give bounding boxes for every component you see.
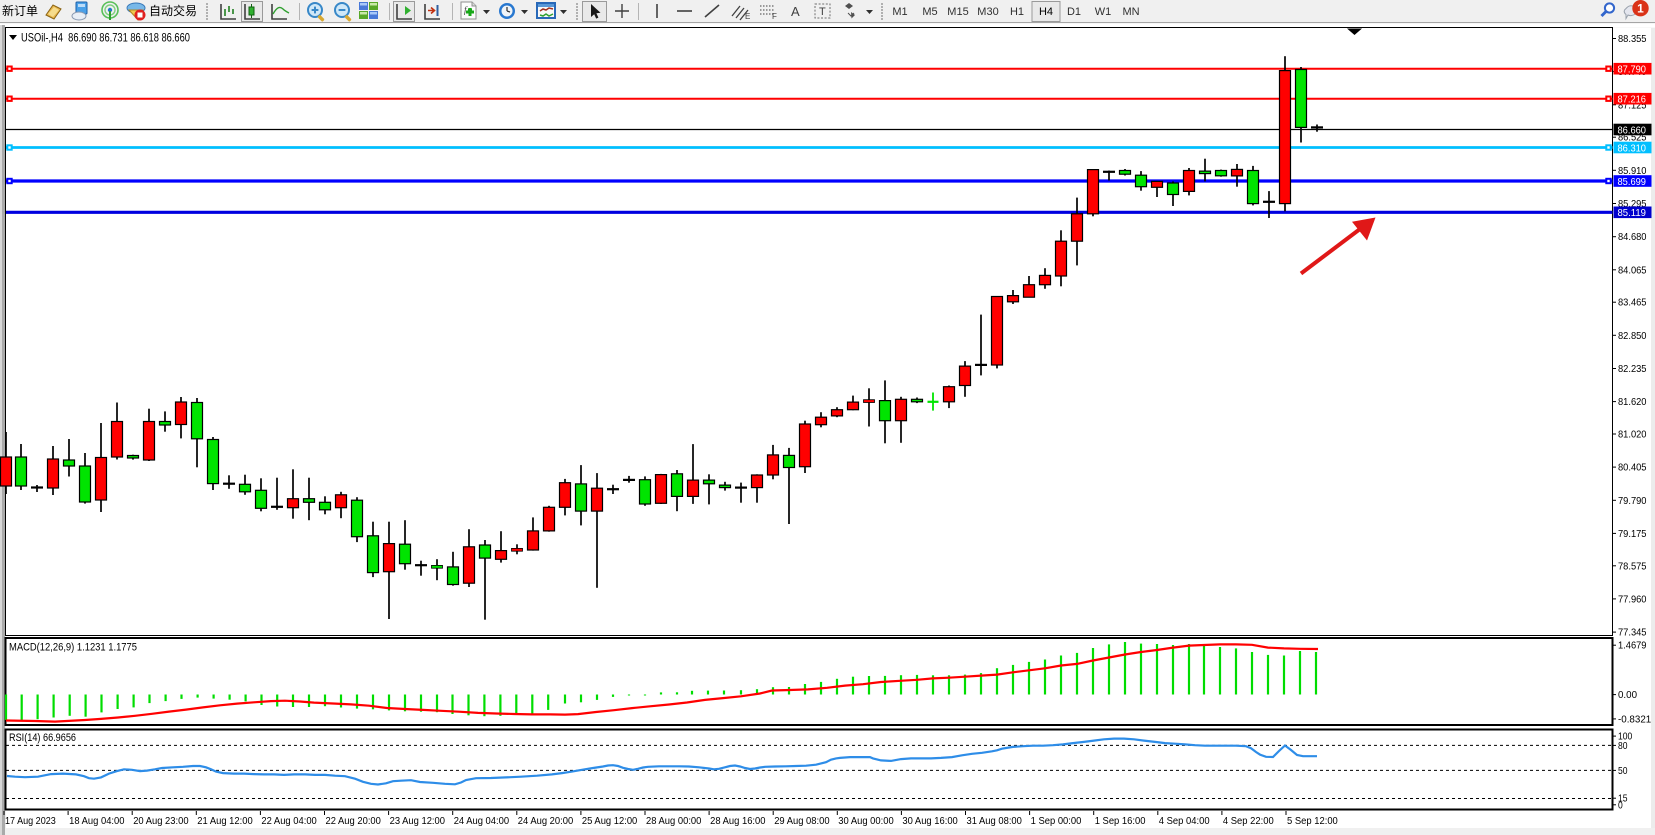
svg-text:M5: M5 xyxy=(922,6,937,18)
svg-text:31 Aug 08:00: 31 Aug 08:00 xyxy=(967,815,1023,827)
svg-text:28 Aug 16:00: 28 Aug 16:00 xyxy=(710,815,766,827)
svg-text:30 Aug 16:00: 30 Aug 16:00 xyxy=(902,815,958,827)
svg-text:USOil-,H4 86.690 86.731 86.61: USOil-,H4 86.690 86.731 86.618 86.660 xyxy=(21,31,190,45)
svg-text:1 Sep 16:00: 1 Sep 16:00 xyxy=(1095,815,1146,827)
svg-text:79.790: 79.790 xyxy=(1618,495,1647,507)
svg-text:W1: W1 xyxy=(1095,6,1112,18)
svg-text:24 Aug 20:00: 24 Aug 20:00 xyxy=(518,815,574,827)
svg-text:22 Aug 04:00: 22 Aug 04:00 xyxy=(261,815,317,827)
svg-text:M1: M1 xyxy=(892,6,907,18)
svg-text:78.575: 78.575 xyxy=(1618,560,1647,572)
svg-text:4 Sep 22:00: 4 Sep 22:00 xyxy=(1223,815,1274,827)
svg-text:79.175: 79.175 xyxy=(1618,528,1647,540)
svg-text:MACD(12,26,9) 1.1231 1.1775: MACD(12,26,9) 1.1231 1.1775 xyxy=(9,642,137,654)
svg-text:81.020: 81.020 xyxy=(1618,429,1647,441)
svg-text:M15: M15 xyxy=(947,6,968,18)
svg-text:0.00: 0.00 xyxy=(1618,689,1637,701)
svg-text:A: A xyxy=(791,4,800,19)
svg-text:22 Aug 20:00: 22 Aug 20:00 xyxy=(326,815,382,827)
svg-text:1: 1 xyxy=(1637,2,1644,16)
svg-text:86.660: 86.660 xyxy=(1618,124,1647,136)
svg-text:88.355: 88.355 xyxy=(1618,33,1647,45)
svg-text:29 Aug 08:00: 29 Aug 08:00 xyxy=(774,815,830,827)
svg-text:0: 0 xyxy=(1618,799,1623,811)
svg-text:新订单: 新订单 xyxy=(2,3,38,18)
svg-text:84.680: 84.680 xyxy=(1618,231,1647,243)
svg-text:85.910: 85.910 xyxy=(1618,165,1647,177)
svg-text:5 Sep 12:00: 5 Sep 12:00 xyxy=(1287,815,1338,827)
svg-text:100: 100 xyxy=(1618,731,1632,743)
svg-text:D1: D1 xyxy=(1067,6,1081,18)
svg-text:81.620: 81.620 xyxy=(1618,396,1647,408)
svg-text:50: 50 xyxy=(1618,765,1628,777)
svg-text:77.960: 77.960 xyxy=(1618,593,1647,605)
svg-text:24 Aug 04:00: 24 Aug 04:00 xyxy=(454,815,510,827)
svg-text:20 Aug 23:00: 20 Aug 23:00 xyxy=(133,815,189,827)
svg-text:25 Aug 12:00: 25 Aug 12:00 xyxy=(582,815,638,827)
svg-text:82.850: 82.850 xyxy=(1618,330,1647,342)
svg-text:80.405: 80.405 xyxy=(1618,462,1647,474)
svg-text:1 Sep 00:00: 1 Sep 00:00 xyxy=(1031,815,1082,827)
svg-text:80: 80 xyxy=(1618,740,1628,752)
svg-text:83.465: 83.465 xyxy=(1618,297,1647,309)
svg-text:f: f xyxy=(464,5,468,15)
svg-text:85.699: 85.699 xyxy=(1618,176,1647,188)
svg-text:87.790: 87.790 xyxy=(1618,64,1647,76)
svg-text:30 Aug 00:00: 30 Aug 00:00 xyxy=(838,815,894,827)
svg-text:77.345: 77.345 xyxy=(1618,627,1647,639)
svg-text:87.216: 87.216 xyxy=(1618,94,1647,106)
svg-text:1.4679: 1.4679 xyxy=(1618,640,1647,652)
svg-text:21 Aug 12:00: 21 Aug 12:00 xyxy=(197,815,253,827)
svg-text:RSI(14) 66.9656: RSI(14) 66.9656 xyxy=(9,732,76,744)
svg-text:82.235: 82.235 xyxy=(1618,363,1647,375)
svg-text:M30: M30 xyxy=(977,6,998,18)
svg-text:F: F xyxy=(772,12,777,21)
svg-text:85.119: 85.119 xyxy=(1618,207,1647,219)
svg-text:23 Aug 12:00: 23 Aug 12:00 xyxy=(390,815,446,827)
svg-text:15: 15 xyxy=(1618,793,1628,805)
svg-text:MN: MN xyxy=(1122,6,1139,18)
svg-text:18 Aug 04:00: 18 Aug 04:00 xyxy=(69,815,125,827)
svg-text:17 Aug 2023: 17 Aug 2023 xyxy=(5,815,56,827)
svg-text:T: T xyxy=(819,6,826,18)
svg-text:4 Sep 04:00: 4 Sep 04:00 xyxy=(1159,815,1210,827)
svg-text:H4: H4 xyxy=(1039,6,1053,18)
svg-text:28 Aug 00:00: 28 Aug 00:00 xyxy=(646,815,702,827)
svg-text:-0.8321: -0.8321 xyxy=(1618,713,1651,725)
svg-text:84.065: 84.065 xyxy=(1618,264,1647,276)
svg-text:E: E xyxy=(745,12,750,21)
svg-text:自动交易: 自动交易 xyxy=(149,3,197,18)
svg-text:H1: H1 xyxy=(1010,6,1024,18)
svg-text:86.310: 86.310 xyxy=(1618,142,1647,154)
